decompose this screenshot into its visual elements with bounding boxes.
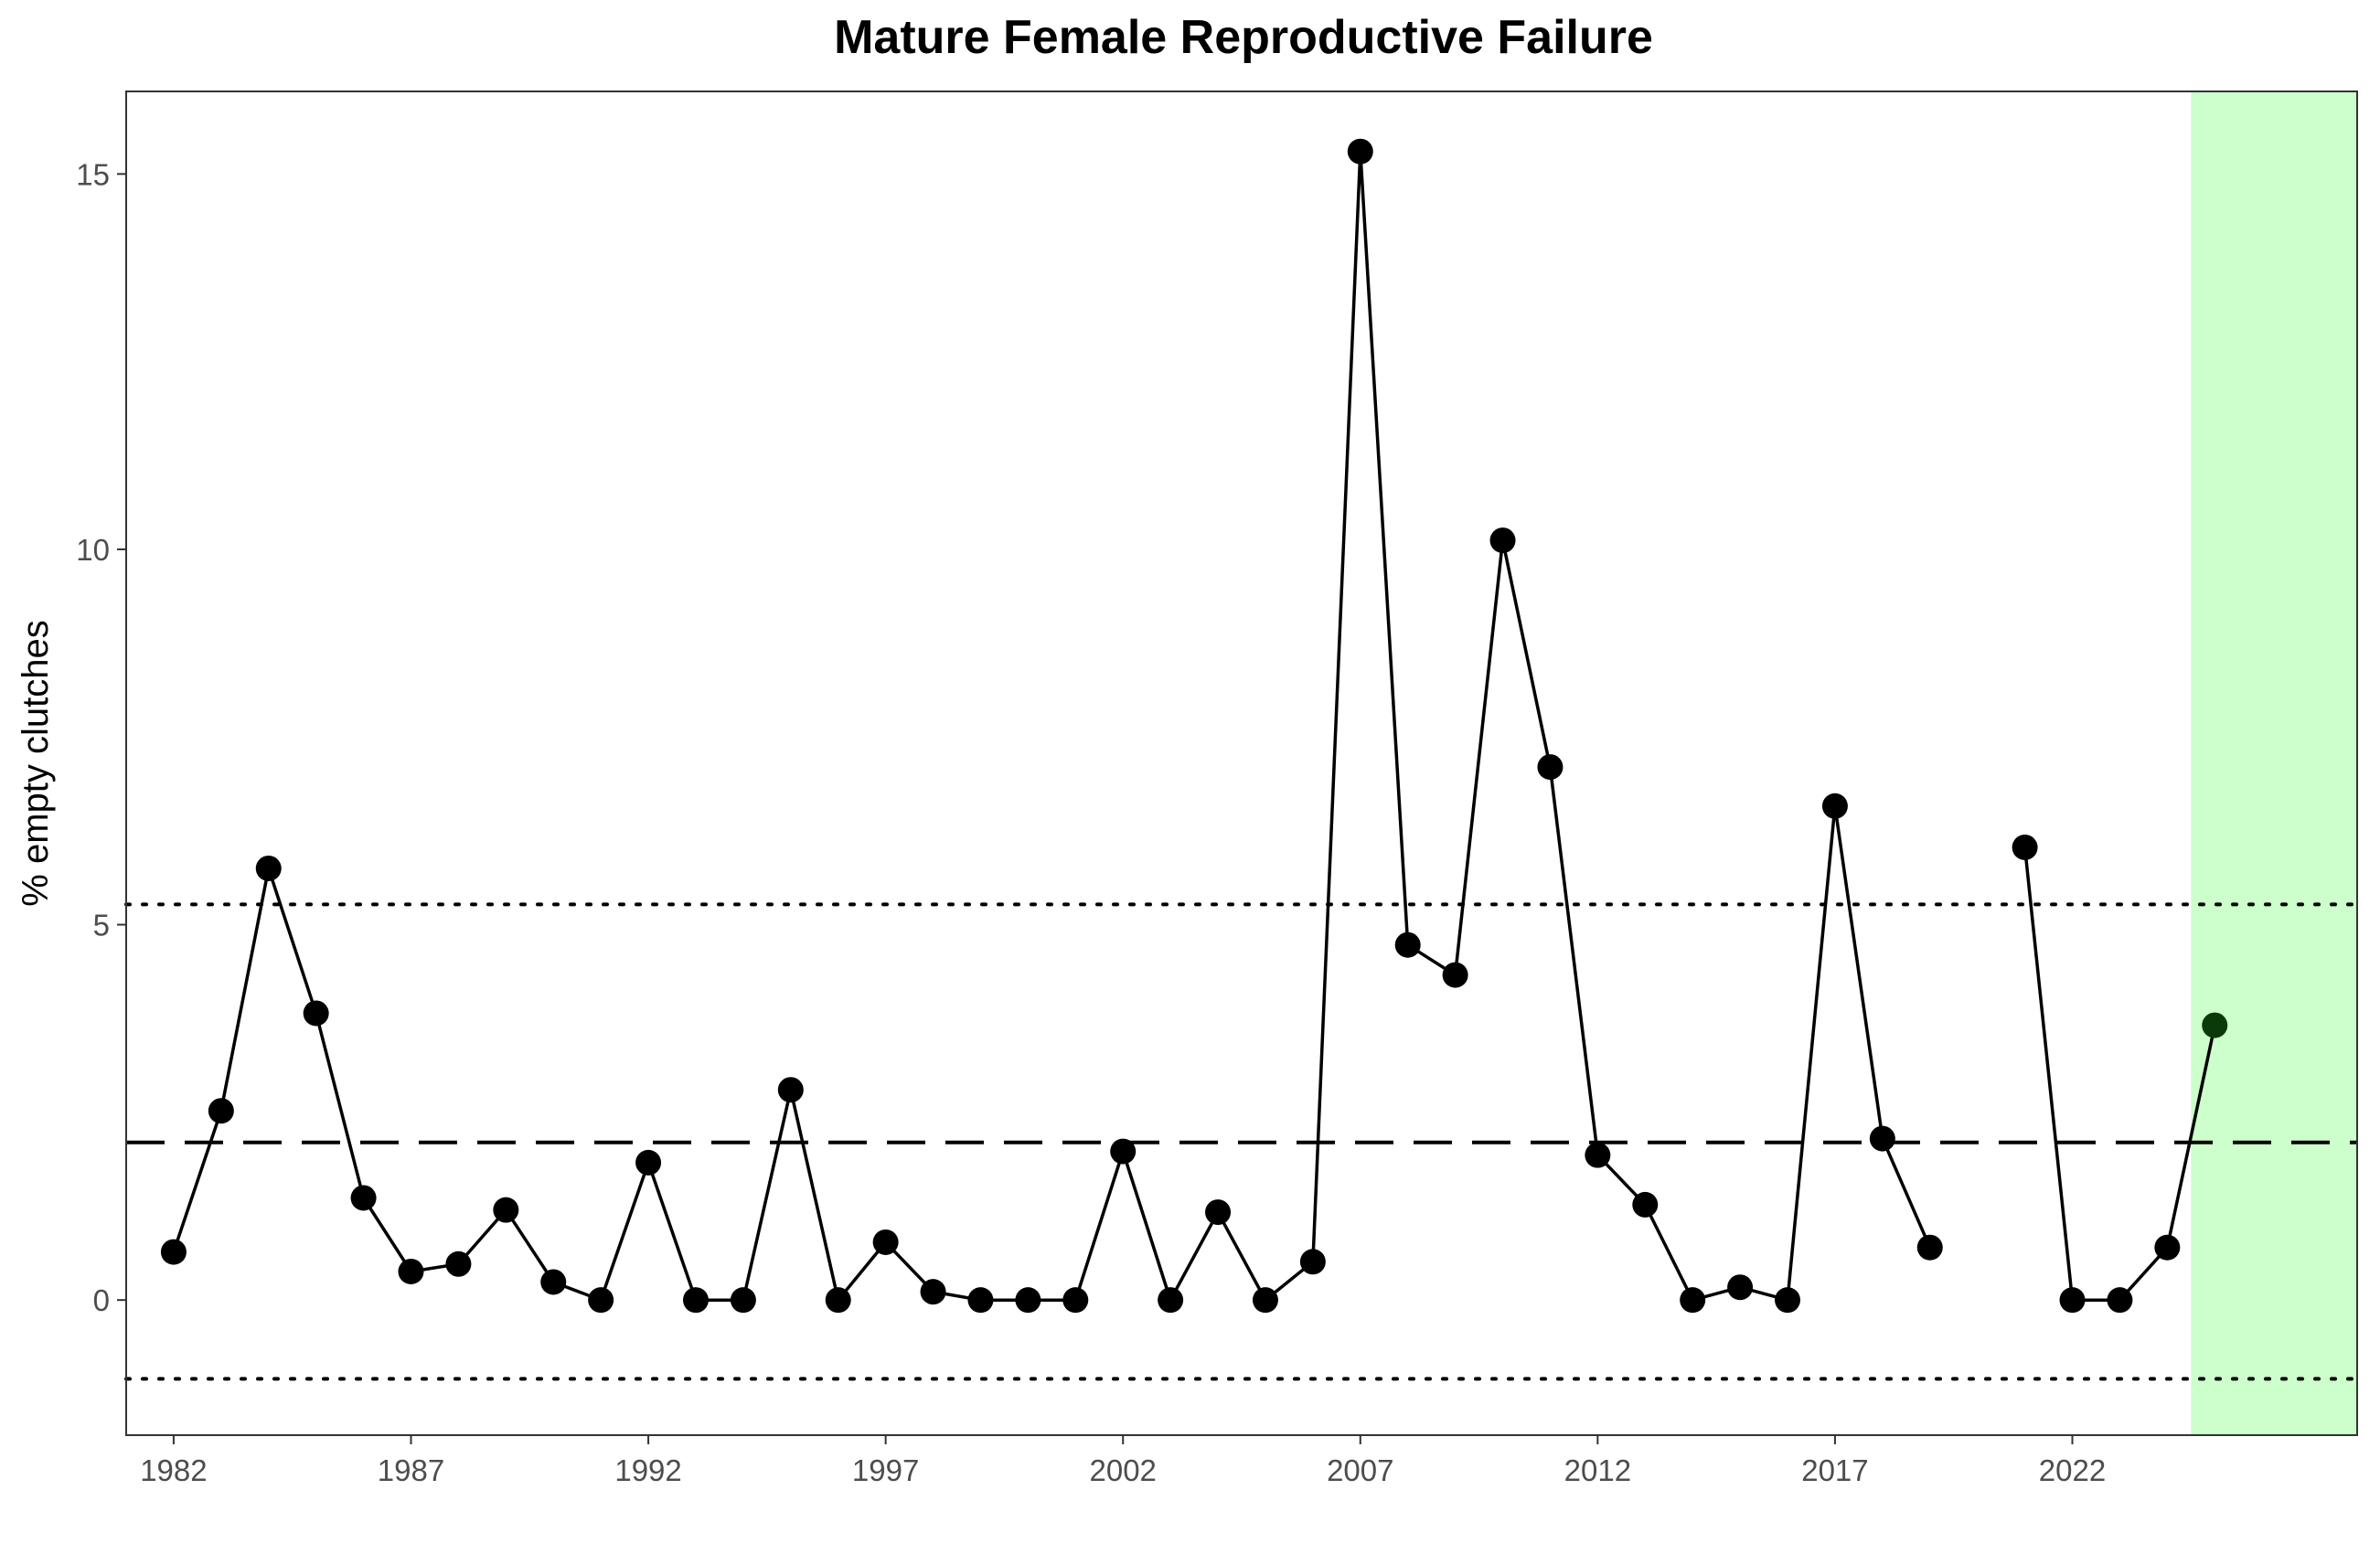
y-tick-label: 10 [76, 533, 110, 567]
data-point [1537, 754, 1564, 781]
y-axis: 0 5 10 15 [76, 157, 126, 1317]
data-point [493, 1197, 519, 1223]
data-point [303, 1000, 329, 1027]
data-point [1394, 931, 1421, 958]
data-point [1821, 793, 1848, 819]
data-point [350, 1185, 377, 1211]
data-point [730, 1287, 756, 1314]
data-point [588, 1287, 614, 1314]
data-point [1299, 1249, 1326, 1275]
y-tick-label: 15 [76, 157, 110, 191]
x-tick-label: 2017 [1801, 1453, 1868, 1487]
x-tick-label: 1987 [378, 1453, 444, 1487]
reference-lines [124, 902, 2359, 1381]
data-point [777, 1077, 804, 1103]
data-point [682, 1287, 709, 1314]
y-tick-label: 5 [93, 909, 110, 942]
data-point [1442, 962, 1468, 988]
y-tick-label: 0 [93, 1283, 110, 1317]
data-point [1632, 1191, 1659, 1218]
data-point [255, 855, 282, 881]
data-point [2154, 1234, 2181, 1261]
data-point [1680, 1287, 1706, 1314]
data-point [2059, 1287, 2086, 1314]
chart-title: Mature Female Reproductive Failure [834, 11, 1653, 64]
data-point [1347, 138, 1373, 165]
data-point [1158, 1287, 1184, 1314]
data-point [160, 1239, 187, 1265]
x-tick-label: 2002 [1090, 1453, 1157, 1487]
data-point [635, 1149, 662, 1176]
x-axis: 1982 1987 1992 1997 2002 2007 2012 2017 2022 [140, 1435, 2106, 1487]
data-point [1062, 1287, 1089, 1314]
x-tick-label: 2022 [2039, 1453, 2106, 1487]
data-point [1727, 1274, 1754, 1301]
data-point [825, 1287, 851, 1314]
series-line [2022, 846, 2217, 1302]
highlight-region [2191, 91, 2357, 1435]
data-point [872, 1229, 899, 1255]
highlight-point [2202, 1012, 2228, 1038]
data-point [208, 1098, 234, 1124]
data-point [540, 1269, 567, 1295]
series-lines [172, 149, 2217, 1302]
plot-panel-border [125, 90, 2358, 1436]
x-tick-label: 1992 [614, 1453, 681, 1487]
x-tick-label: 2007 [1327, 1453, 1393, 1487]
y-axis-label: % empty clutches [16, 620, 56, 906]
data-point [920, 1279, 946, 1305]
data-point [2107, 1287, 2133, 1314]
data-point [1110, 1138, 1137, 1165]
data-point [967, 1287, 994, 1314]
x-tick-label: 1982 [140, 1453, 207, 1487]
data-points [160, 138, 2228, 1314]
data-point [1775, 1287, 1801, 1314]
data-point [1489, 527, 1516, 554]
data-point [2012, 834, 2038, 860]
data-point [1869, 1125, 1895, 1152]
data-point [445, 1251, 472, 1277]
x-tick-label: 2012 [1564, 1453, 1631, 1487]
data-point [1252, 1287, 1278, 1314]
data-point [1585, 1142, 1611, 1168]
data-point [1205, 1199, 1232, 1226]
x-tick-label: 1997 [852, 1453, 919, 1487]
data-point [1916, 1234, 1943, 1261]
series-line [172, 149, 1932, 1302]
data-point [1015, 1287, 1041, 1314]
data-point [398, 1258, 424, 1284]
